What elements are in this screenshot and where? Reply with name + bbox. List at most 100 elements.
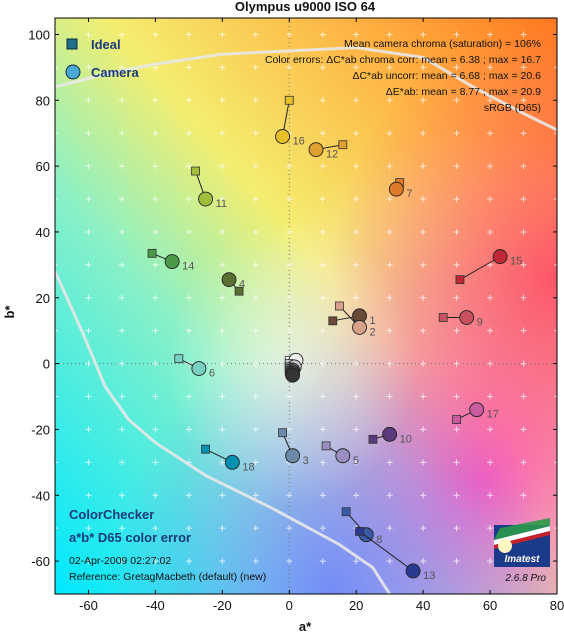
camera-point-12 (308, 142, 324, 158)
gamut-boundary (55, 46, 557, 594)
x-tick-label: -20 (213, 598, 232, 613)
camera-point-18 (224, 454, 240, 470)
stat-dc-uncorr: ΔC*ab uncorr: mean = 6.68 ; max = 20.6 (352, 70, 541, 82)
patch-label-11: 11 (216, 198, 227, 210)
patch-label-13: 13 (423, 570, 435, 582)
ideal-point-4 (234, 286, 244, 296)
stat-de: ΔE*ab: mean = 8.77 ; max = 20.9 (386, 86, 541, 98)
camera-point-6 (191, 361, 207, 376)
legend: Ideal Camera (65, 37, 139, 80)
x-tick-label: 20 (349, 598, 363, 613)
stat-chroma: Mean camera chroma (saturation) = 106% (344, 38, 541, 50)
camera-point-gray23 (285, 367, 301, 383)
chart-date: 02-Apr-2009 02:27:02 (69, 555, 171, 567)
gamut-curve-2 (55, 270, 391, 594)
patch-label-9: 9 (477, 317, 483, 329)
plot-frame (54, 17, 558, 595)
x-axis-label: a* (299, 619, 312, 634)
version-label: 2.6.8 Pro (504, 573, 546, 584)
ideal-point-3 (278, 428, 287, 438)
gamut-curve-1 (55, 46, 557, 132)
patch-label-10: 10 (400, 433, 412, 445)
ideal-point-5 (321, 441, 331, 451)
y-tick-label: 60 (36, 159, 50, 174)
y-axis-label: b* (2, 305, 17, 319)
chart-subtitle: a*b* D65 color error (69, 530, 191, 545)
camera-point-4 (221, 272, 237, 288)
chart-title: Olympus u9000 ISO 64 (235, 0, 376, 14)
camera-point-7 (388, 181, 404, 197)
patch-label-4: 4 (239, 279, 245, 291)
x-axis: -60 -40 -20 0 20 40 60 80 (79, 18, 564, 613)
camera-point-15 (492, 249, 508, 265)
camera-point-11 (198, 191, 214, 207)
camera-point-3 (285, 448, 301, 464)
patch-label-3: 3 (303, 455, 309, 467)
camera-point-10 (382, 426, 398, 442)
y-tick-label: -60 (31, 554, 50, 569)
ideal-point-10 (368, 434, 378, 444)
stat-colorspace: sRGB (D65) (484, 102, 541, 114)
ideal-point-16 (284, 95, 294, 105)
y-tick-label: -40 (31, 488, 50, 503)
ideal-point-14 (147, 248, 157, 258)
y-axis: -60 -40 -20 0 20 40 60 80 100 (28, 27, 557, 569)
patch-label-8: 8 (376, 534, 382, 546)
ideal-point-18 (201, 444, 211, 454)
ideal-point-8 (341, 507, 351, 517)
x-tick-label: 0 (286, 598, 293, 613)
patch-label-2: 2 (370, 326, 376, 338)
logo-text: Imatest (504, 554, 540, 565)
camera-point-16 (275, 129, 291, 144)
patch-label-7: 7 (406, 188, 412, 200)
patch-label-5: 5 (353, 455, 359, 467)
patch-label-1: 1 (370, 315, 376, 327)
x-tick-label: 80 (550, 598, 564, 613)
x-tick-label: -40 (146, 598, 165, 613)
legend-ideal-label: Ideal (91, 37, 121, 52)
ideal-point-2 (335, 301, 344, 311)
x-tick-label: -60 (79, 598, 98, 613)
legend-camera-marker (65, 64, 81, 80)
camera-point-9 (459, 310, 475, 325)
x-tick-label: 40 (416, 598, 430, 613)
camera-point-2 (352, 319, 367, 335)
patch-label-14: 14 (182, 261, 194, 273)
ideal-point-13 (355, 527, 364, 536)
y-tick-label: 100 (28, 27, 50, 42)
camera-point-5 (335, 448, 351, 464)
stat-dc-corr: Color errors: ΔC*ab chroma corr: mean = … (265, 54, 541, 66)
grid (55, 18, 557, 594)
patch-label-12: 12 (326, 149, 338, 161)
chroma-background (55, 18, 557, 594)
legend-camera-label: Camera (91, 65, 139, 80)
ideal-point-1 (328, 316, 338, 326)
ideal-point-17 (452, 415, 462, 424)
stats-annotation: Mean camera chroma (saturation) = 106% C… (265, 38, 541, 114)
error-line-13 (359, 531, 414, 572)
x-tick-label: 60 (483, 598, 497, 613)
chart-name: ColorChecker (69, 507, 154, 522)
patch-label-15: 15 (510, 256, 522, 268)
patch-label-17: 17 (487, 409, 499, 421)
camera-point-13 (405, 563, 421, 579)
y-tick-label: 80 (36, 93, 50, 108)
ideal-point-15 (455, 275, 465, 285)
chart-reference: Reference: GretagMacbeth (default) (new) (69, 571, 266, 583)
y-tick-label: 0 (43, 357, 50, 372)
ideal-point-12 (338, 140, 348, 150)
y-tick-label: -20 (31, 422, 50, 437)
y-tick-label: 40 (36, 225, 50, 240)
imatest-logo: Imatest (494, 518, 550, 567)
patch-label-16: 16 (293, 135, 305, 147)
legend-ideal-marker (66, 38, 78, 50)
ideal-point-11 (191, 166, 200, 176)
camera-point-14 (164, 254, 180, 270)
camera-point-17 (469, 402, 485, 418)
ideal-point-9 (438, 313, 448, 322)
error-line-15 (459, 256, 501, 281)
patch-label-18: 18 (242, 461, 254, 473)
chart-info-annotation: ColorChecker a*b* D65 color error 02-Apr… (69, 507, 266, 583)
